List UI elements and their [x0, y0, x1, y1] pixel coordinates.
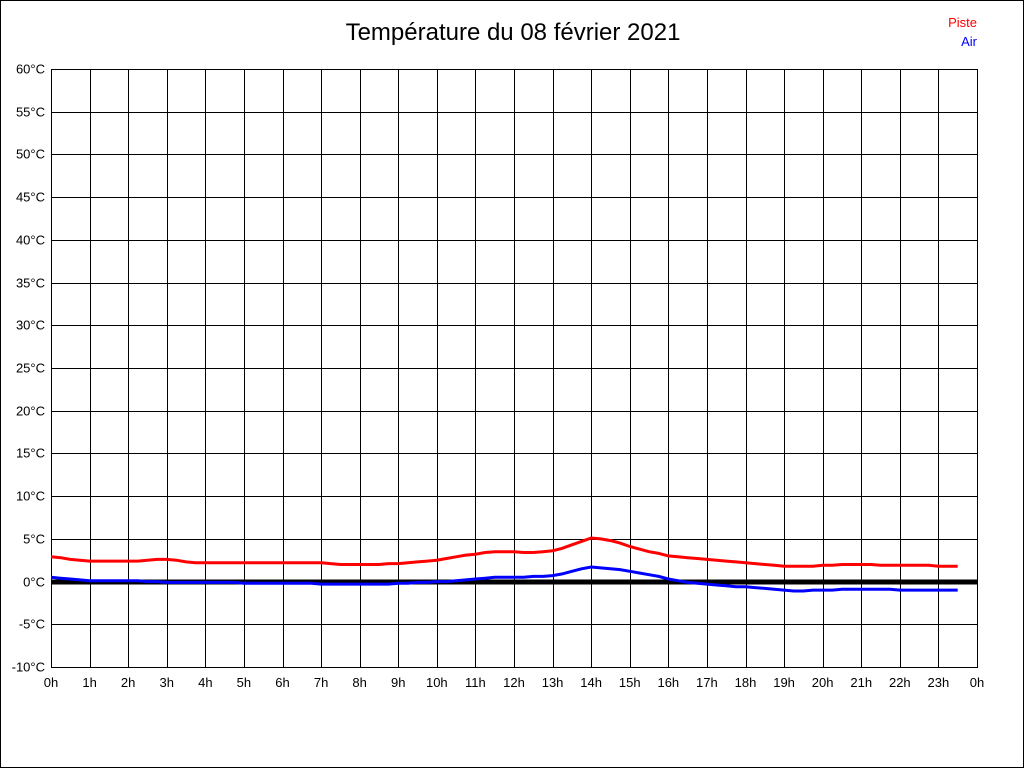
series-line-piste	[50, 536, 958, 568]
x-axis-tick-label: 22h	[888, 675, 911, 690]
x-axis-tick-label: 7h	[313, 675, 329, 690]
legend-item-piste: Piste	[948, 15, 977, 30]
y-axis-tick-label: 20°C	[15, 403, 45, 419]
page-title: Température du 08 février 2021	[345, 19, 681, 46]
x-axis-tick-label: 0h	[43, 675, 59, 690]
y-axis-tick-label: 50°C	[15, 146, 45, 162]
y-axis-tick-label: 60°C	[15, 61, 45, 77]
y-axis-tick-label: 15°C	[15, 445, 45, 461]
y-axis-tick-label: -10°C	[11, 659, 45, 675]
x-axis-tick-label: 2h	[120, 675, 136, 690]
x-axis-tick-label: 17h	[696, 675, 718, 690]
x-axis-tick-label: 6h	[275, 675, 290, 690]
y-axis-tick-label: 25°C	[15, 360, 45, 376]
y-axis-tick-label: 45°C	[15, 189, 45, 205]
gridlines	[51, 69, 978, 668]
x-axis-tick-label: 12h	[503, 675, 525, 690]
x-axis-tick-label: 4h	[198, 675, 213, 690]
x-axis-tick-label: 23h	[927, 675, 950, 690]
x-axis-tick-label: 5h	[236, 675, 252, 690]
y-axis-tick-label: 35°C	[15, 275, 45, 291]
y-axis-tick-label: 0°C	[23, 574, 45, 590]
y-axis-tick-label: 55°C	[15, 104, 45, 120]
legend-item-air: Air	[961, 34, 977, 49]
y-axis-tick-label: 30°C	[15, 317, 45, 333]
y-axis-tick-label: -5°C	[18, 616, 45, 632]
x-axis-tick-label: 8h	[352, 675, 367, 690]
plot-frame	[51, 69, 978, 668]
x-axis-tick-label: 14h	[580, 675, 603, 690]
series-line-air	[50, 565, 958, 593]
x-axis-tick-label: 21h	[850, 675, 873, 690]
y-axis-tick-label: 5°C	[23, 531, 45, 547]
x-axis-tick-label: 0h	[969, 675, 985, 690]
x-axis-tick-label: 13h	[541, 675, 564, 690]
y-axis-tick-label: 10°C	[15, 488, 45, 504]
x-axis-tick-label: 1h	[82, 675, 97, 690]
x-axis-tick-label: 20h	[811, 675, 834, 690]
x-axis-tick-label: 3h	[159, 675, 174, 690]
y-axis-tick-label: 40°C	[15, 232, 45, 248]
chart-legend: Piste Air	[948, 13, 977, 51]
x-axis-tick-label: 15h	[618, 675, 641, 690]
x-axis-tick-label: 19h	[773, 675, 795, 690]
x-axis-tick-label: 18h	[734, 675, 757, 690]
x-axis-tick-label: 11h	[465, 675, 486, 690]
x-axis-tick-label: 9h	[391, 675, 406, 690]
x-axis-tick-label: 16h	[657, 675, 680, 690]
x-axis-tick-label: 10h	[425, 675, 448, 690]
